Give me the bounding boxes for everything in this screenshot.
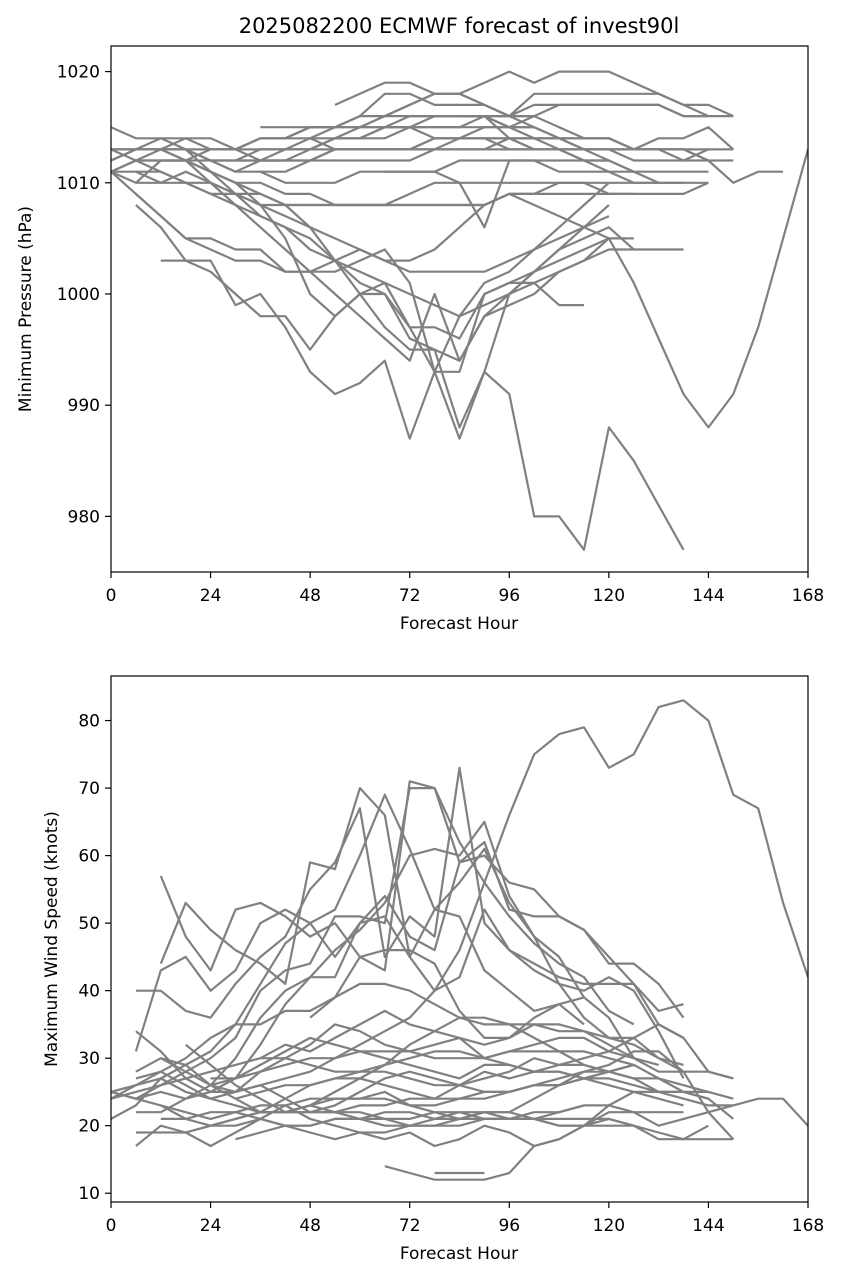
pressure-x-tick-label: 72: [399, 586, 421, 606]
wind-y-tick-label: 70: [78, 779, 100, 799]
wind-series-28: [285, 1016, 610, 1114]
pressure-series-18: [260, 92, 709, 129]
pressure-x-tick-label: 48: [299, 586, 321, 606]
wind-series-29: [309, 982, 684, 1066]
pressure-panel: 2025082200 ECMWF forecast of invest90l 0…: [16, 14, 824, 634]
wind-series-10: [111, 948, 635, 1100]
pressure-series-26: [135, 170, 634, 207]
pressure-y-tick-label: 990: [68, 396, 100, 416]
wind-series-25: [160, 1063, 635, 1121]
wind-series-11: [135, 847, 685, 1094]
pressure-x-axis-label: Forecast Hour: [400, 614, 518, 634]
wind-x-tick-label: 0: [106, 1216, 117, 1236]
wind-series-30: [210, 1050, 709, 1100]
wind-series-5: [135, 766, 685, 1039]
pressure-y-axis-label: Minimum Pressure (hPa): [16, 206, 36, 412]
pressure-series-24: [359, 92, 535, 129]
pressure-y-tick-label: 1000: [57, 285, 100, 305]
wind-series-9: [159, 786, 685, 1073]
wind-y-tick-label: 40: [78, 982, 100, 1002]
pressure-y-tick-label: 1020: [57, 63, 100, 83]
pressure-series-10: [135, 193, 610, 273]
wind-axes: 0 24 48 72 96 120 144 168 10 20 30 40 50 60 70 80: [78, 712, 824, 1236]
pressure-series-5: [160, 237, 634, 440]
wind-series-13: [135, 1023, 659, 1094]
wind-y-axis-label: Maximum Wind Speed (knots): [42, 811, 62, 1067]
wind-series-27: [260, 1050, 635, 1080]
pressure-series-16: [135, 103, 734, 162]
wind-x-tick-label: 72: [399, 1216, 421, 1236]
pressure-series-group: [111, 70, 808, 551]
wind-x-tick-label: 168: [792, 1216, 824, 1236]
wind-y-tick-label: 60: [78, 847, 100, 867]
wind-panel: 0 24 48 72 96 120 144 168 10 20 30 40 50 60 70 80 Forec…: [42, 675, 824, 1264]
pressure-x-tick-label: 144: [692, 586, 724, 606]
wind-x-axis-label: Forecast Hour: [400, 1244, 518, 1264]
pressure-series-30: [384, 159, 609, 173]
wind-series-4: [159, 780, 635, 1026]
pressure-series-7: [111, 148, 635, 362]
pressure-series-31: [459, 114, 684, 184]
wind-series-6: [111, 793, 585, 1120]
chart-title: 2025082200 ECMWF forecast of invest90l: [239, 14, 680, 38]
wind-x-tick-label: 144: [692, 1216, 724, 1236]
pressure-x-tick-label: 24: [200, 586, 222, 606]
pressure-series-14: [111, 126, 784, 184]
wind-plot-frame: [110, 675, 809, 1203]
wind-x-tick-label: 96: [498, 1216, 520, 1236]
pressure-plot-frame: [110, 45, 809, 573]
pressure-series-29: [309, 137, 535, 151]
wind-y-tick-label: 30: [78, 1049, 100, 1069]
wind-series-7: [135, 786, 685, 1100]
wind-series-23: [210, 1036, 684, 1107]
wind-series-1: [111, 699, 808, 1100]
wind-x-tick-label: 120: [593, 1216, 625, 1236]
wind-y-tick-label: 10: [78, 1184, 100, 1204]
pressure-x-tick-label: 120: [593, 586, 625, 606]
pressure-x-tick-label: 168: [792, 586, 824, 606]
wind-series-group: [111, 699, 808, 1181]
pressure-x-tick-label: 0: [106, 586, 117, 606]
wind-series-31: [235, 1117, 634, 1141]
wind-series-3: [134, 840, 684, 1052]
pressure-series-8: [111, 137, 684, 318]
pressure-series-9: [111, 148, 610, 362]
wind-y-tick-label: 50: [78, 914, 100, 934]
pressure-x-tick-label: 96: [498, 586, 520, 606]
pressure-series-25: [210, 114, 535, 162]
wind-series-14: [160, 1023, 734, 1114]
wind-series-24: [235, 1070, 709, 1100]
pressure-series-3: [111, 170, 610, 440]
wind-x-tick-label: 48: [299, 1216, 321, 1236]
pressure-axes: 0 24 48 72 96 120 144 168 980 990 1000 1010 1020: [57, 63, 824, 606]
wind-y-tick-label: 80: [78, 712, 100, 732]
pressure-series-1: [111, 149, 808, 429]
wind-y-tick-label: 20: [78, 1117, 100, 1137]
wind-series-21: [384, 1111, 684, 1181]
pressure-y-tick-label: 1010: [57, 174, 100, 194]
wind-x-tick-label: 24: [200, 1216, 222, 1236]
pressure-y-tick-label: 980: [68, 507, 100, 527]
